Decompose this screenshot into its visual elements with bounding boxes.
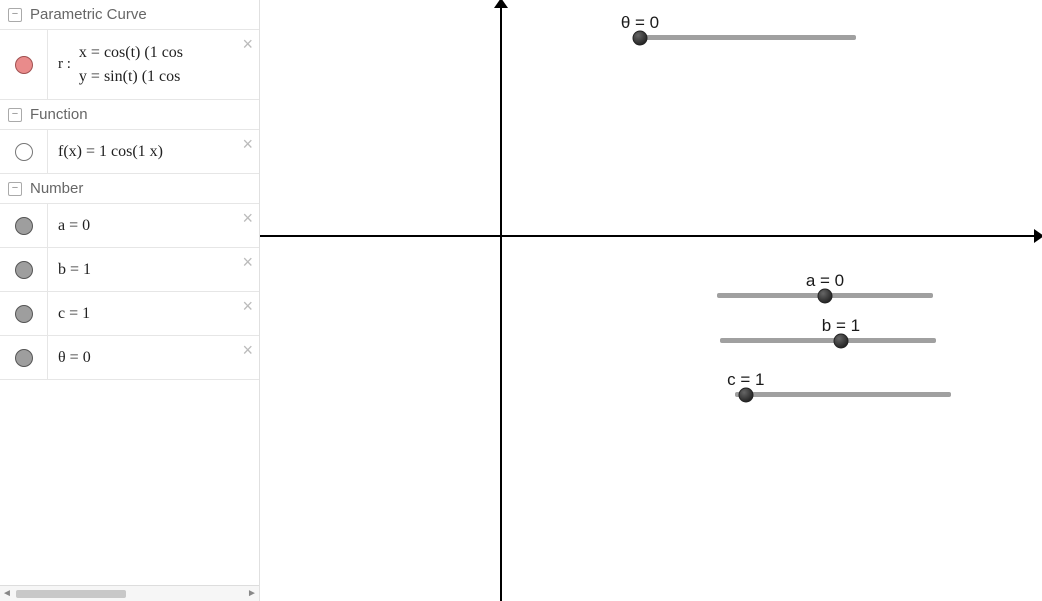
- formula-lines: b = 1: [58, 258, 91, 282]
- formula-lines: a = 0: [58, 214, 90, 238]
- visibility-toggle[interactable]: [0, 30, 48, 99]
- section-header[interactable]: −Function: [0, 100, 259, 130]
- close-icon[interactable]: ×: [242, 34, 253, 55]
- app-root: −Parametric Curver :x = cos(t) (1 cosy =…: [0, 0, 1042, 601]
- collapse-icon[interactable]: −: [8, 182, 22, 196]
- color-swatch[interactable]: [15, 143, 33, 161]
- object-row[interactable]: b = 1 ×: [0, 248, 259, 292]
- x-axis-arrow: [1034, 229, 1042, 243]
- formula-cell[interactable]: b = 1: [48, 248, 259, 291]
- formula-cell[interactable]: f(x) = 1 cos(1 x): [48, 130, 259, 173]
- formula-cell[interactable]: r : x = cos(t) (1 cosy = sin(t) (1 cos: [48, 30, 259, 99]
- formula-cell[interactable]: θ = 0: [48, 336, 259, 379]
- section-title: Parametric Curve: [30, 6, 147, 23]
- visibility-toggle[interactable]: [0, 248, 48, 291]
- visibility-toggle[interactable]: [0, 130, 48, 173]
- object-row[interactable]: θ = 0 ×: [0, 336, 259, 380]
- color-swatch[interactable]: [15, 217, 33, 235]
- close-icon[interactable]: ×: [242, 252, 253, 273]
- slider-track-theta[interactable]: [640, 35, 856, 40]
- visibility-toggle[interactable]: [0, 336, 48, 379]
- visibility-toggle[interactable]: [0, 292, 48, 335]
- object-row[interactable]: f(x) = 1 cos(1 x) ×: [0, 130, 259, 174]
- scroll-left-arrow[interactable]: ◄: [0, 588, 14, 599]
- close-icon[interactable]: ×: [242, 134, 253, 155]
- formula-line: b = 1: [58, 258, 91, 282]
- slider-label-theta: θ = 0: [621, 13, 659, 33]
- object-row[interactable]: r : x = cos(t) (1 cosy = sin(t) (1 cos ×: [0, 30, 259, 100]
- slider-track-b[interactable]: [720, 338, 936, 343]
- formula-lines: f(x) = 1 cos(1 x): [58, 140, 163, 164]
- collapse-icon[interactable]: −: [8, 8, 22, 22]
- y-axis-arrow: [494, 0, 508, 8]
- section-header[interactable]: −Number: [0, 174, 259, 204]
- formula-line: a = 0: [58, 214, 90, 238]
- formula-line: c = 1: [58, 302, 90, 326]
- slider-track-c[interactable]: [735, 392, 951, 397]
- color-swatch[interactable]: [15, 56, 33, 74]
- horizontal-scrollbar[interactable]: ◄ ►: [0, 585, 259, 601]
- y-axis: [500, 0, 502, 601]
- color-swatch[interactable]: [15, 305, 33, 323]
- color-swatch[interactable]: [15, 349, 33, 367]
- close-icon[interactable]: ×: [242, 208, 253, 229]
- algebra-sidebar: −Parametric Curver :x = cos(t) (1 cosy =…: [0, 0, 260, 601]
- algebra-panel: −Parametric Curver :x = cos(t) (1 cosy =…: [0, 0, 259, 585]
- scroll-track[interactable]: [14, 589, 245, 599]
- x-axis: [260, 235, 1036, 237]
- formula-line: x = cos(t) (1 cos: [79, 41, 183, 65]
- graphics-canvas[interactable]: θ = 0 a = 0 b = 1 c = 1: [260, 0, 1042, 601]
- scroll-thumb[interactable]: [16, 590, 126, 598]
- formula-lines: x = cos(t) (1 cosy = sin(t) (1 cos: [79, 41, 183, 89]
- object-row[interactable]: c = 1 ×: [0, 292, 259, 336]
- formula-lines: c = 1: [58, 302, 90, 326]
- slider-label-b: b = 1: [822, 316, 860, 336]
- formula-lines: θ = 0: [58, 346, 91, 370]
- section-title: Number: [30, 180, 83, 197]
- formula-cell[interactable]: c = 1: [48, 292, 259, 335]
- close-icon[interactable]: ×: [242, 340, 253, 361]
- slider-label-c: c = 1: [727, 370, 764, 390]
- collapse-icon[interactable]: −: [8, 108, 22, 122]
- visibility-toggle[interactable]: [0, 204, 48, 247]
- formula-line: θ = 0: [58, 346, 91, 370]
- color-swatch[interactable]: [15, 261, 33, 279]
- formula-line: y = sin(t) (1 cos: [79, 65, 183, 89]
- section-header[interactable]: −Parametric Curve: [0, 0, 259, 30]
- scroll-right-arrow[interactable]: ►: [245, 588, 259, 599]
- formula-cell[interactable]: a = 0: [48, 204, 259, 247]
- close-icon[interactable]: ×: [242, 296, 253, 317]
- formula-line: f(x) = 1 cos(1 x): [58, 140, 163, 164]
- slider-label-a: a = 0: [806, 271, 844, 291]
- object-row[interactable]: a = 0 ×: [0, 204, 259, 248]
- section-title: Function: [30, 106, 88, 123]
- formula-prefix: r :: [58, 56, 71, 73]
